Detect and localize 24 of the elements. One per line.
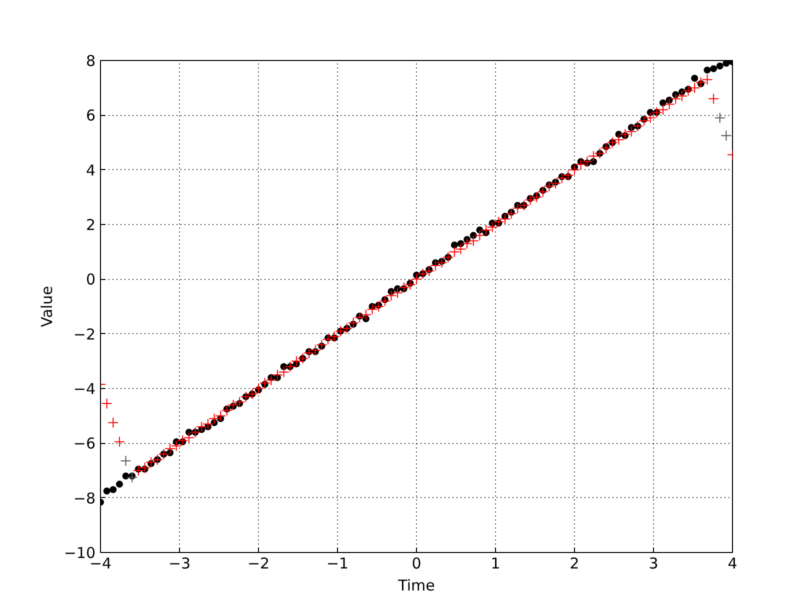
y-tick-label: 6 [86,106,96,125]
x-tick-label: 1 [490,554,500,572]
y-tick-label: −10 [64,544,96,562]
y-tick-label: −2 [73,325,96,344]
point [126,472,138,483]
x-tick-label: 4 [728,554,738,572]
x-axis-title: Time [397,576,435,594]
y-tick-label: −4 [73,380,96,398]
y-tick-label: 2 [86,216,96,234]
point [720,130,732,142]
x-tick-label: −3 [168,554,191,572]
y-tick-label: 4 [86,161,96,180]
y-tick-label: −6 [73,434,96,453]
y-tick-label: −8 [73,489,96,508]
y-axis-title: Value [38,286,56,328]
point [714,112,726,124]
x-tick-label: 0 [412,554,422,572]
x-tick-label: −1 [326,554,349,572]
y-tick-label: 0 [86,270,96,289]
x-tick-label: 3 [648,554,658,572]
x-tick-label: −2 [247,554,270,572]
y-tick-label: 8 [86,52,96,70]
point [120,455,132,466]
x-tick-label: 2 [570,554,580,572]
